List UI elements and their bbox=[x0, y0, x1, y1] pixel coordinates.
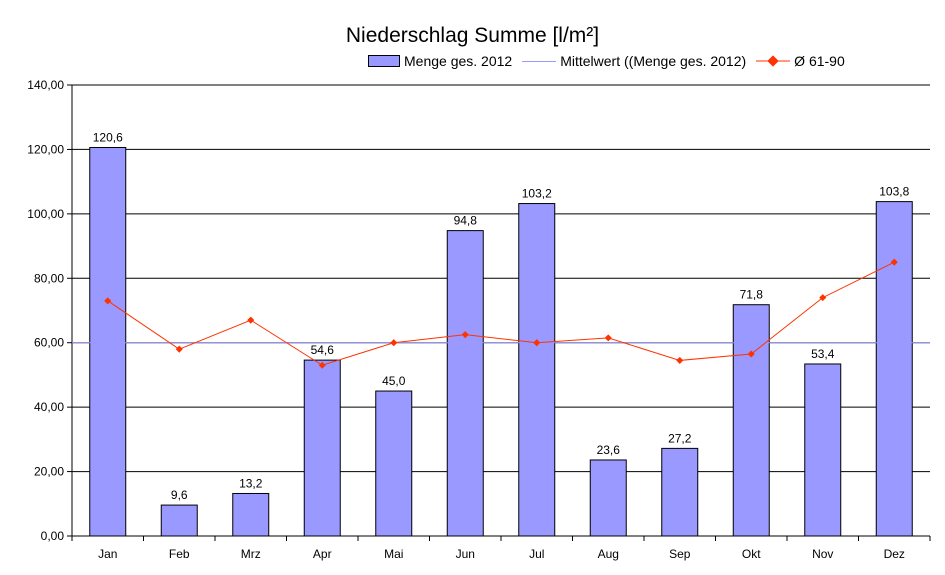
y-tick-label: 40,00 bbox=[34, 400, 64, 414]
bar-value-label: 103,8 bbox=[879, 185, 909, 199]
average-point bbox=[390, 339, 398, 347]
bar bbox=[375, 390, 413, 537]
legend-mean-swatch bbox=[522, 60, 557, 62]
bar bbox=[446, 230, 484, 537]
y-tick-label: 140,00 bbox=[27, 78, 64, 92]
y-tick-label: 0,00 bbox=[41, 529, 65, 543]
y-tick-label: 60,00 bbox=[34, 336, 64, 350]
legend-label-average: Ø 61-90 bbox=[794, 53, 845, 69]
x-tick-label: Feb bbox=[169, 547, 190, 561]
average-point bbox=[890, 258, 898, 266]
average-point bbox=[318, 361, 326, 369]
bar-value-label: 13,2 bbox=[239, 476, 263, 490]
bar bbox=[232, 492, 270, 537]
bar bbox=[89, 146, 127, 537]
average-point bbox=[747, 350, 755, 358]
bar bbox=[804, 363, 842, 537]
average-point bbox=[461, 331, 469, 339]
bar-value-label: 94,8 bbox=[454, 214, 478, 228]
legend: Menge ges. 2012 Mittelwert ((Menge ges. … bbox=[368, 52, 855, 70]
average-point bbox=[104, 297, 112, 305]
average-point bbox=[819, 294, 827, 302]
bar bbox=[518, 203, 556, 537]
bar-value-label: 9,6 bbox=[171, 488, 188, 502]
legend-item-mean: Mittelwert ((Menge ges. 2012) bbox=[522, 53, 746, 69]
bar bbox=[732, 304, 770, 537]
x-tick-label: Jul bbox=[529, 547, 544, 561]
bar bbox=[160, 504, 198, 537]
x-tick-label: Nov bbox=[812, 547, 833, 561]
chart-title: Niederschlag Summe [l/m²] bbox=[345, 24, 600, 47]
x-tick-label: Jan bbox=[98, 547, 117, 561]
bar bbox=[661, 447, 699, 537]
legend-item-bars: Menge ges. 2012 bbox=[368, 53, 512, 69]
bar-value-label: 54,6 bbox=[311, 343, 335, 357]
bar-value-label: 120,6 bbox=[93, 130, 123, 144]
x-tick-label: Mrz bbox=[241, 547, 261, 561]
x-tick-label: Mai bbox=[384, 547, 403, 561]
x-tick-label: Sep bbox=[669, 547, 691, 561]
bar-value-label: 27,2 bbox=[668, 431, 692, 445]
y-tick-label: 20,00 bbox=[34, 465, 64, 479]
bar-value-label: 53,4 bbox=[811, 347, 835, 361]
y-tick-label: 120,00 bbox=[27, 142, 64, 156]
legend-bar-swatch bbox=[368, 55, 400, 67]
bar bbox=[303, 359, 341, 537]
bar bbox=[589, 459, 627, 537]
legend-average-swatch bbox=[756, 55, 791, 67]
average-point bbox=[533, 339, 541, 347]
legend-label-mean: Mittelwert ((Menge ges. 2012) bbox=[560, 53, 747, 69]
bar-value-label: 71,8 bbox=[740, 288, 764, 302]
legend-label-bars: Menge ges. 2012 bbox=[404, 53, 513, 69]
average-point bbox=[175, 345, 183, 353]
average-point bbox=[676, 356, 684, 364]
bar-value-label: 23,6 bbox=[597, 443, 621, 457]
y-tick-label: 100,00 bbox=[27, 207, 64, 221]
average-line bbox=[107, 261, 895, 366]
x-tick-label: Apr bbox=[313, 547, 332, 561]
bar bbox=[875, 201, 913, 537]
x-tick-label: Jun bbox=[456, 547, 475, 561]
y-tick-label: 80,00 bbox=[34, 271, 64, 285]
x-tick-label: Aug bbox=[598, 547, 619, 561]
average-point bbox=[247, 316, 255, 324]
x-tick-label: Dez bbox=[884, 547, 905, 561]
bar-value-label: 45,0 bbox=[382, 374, 406, 388]
average-point bbox=[604, 334, 612, 342]
legend-item-average: Ø 61-90 bbox=[756, 53, 845, 69]
bar-value-label: 103,2 bbox=[522, 187, 552, 201]
x-tick-label: Okt bbox=[742, 547, 761, 561]
